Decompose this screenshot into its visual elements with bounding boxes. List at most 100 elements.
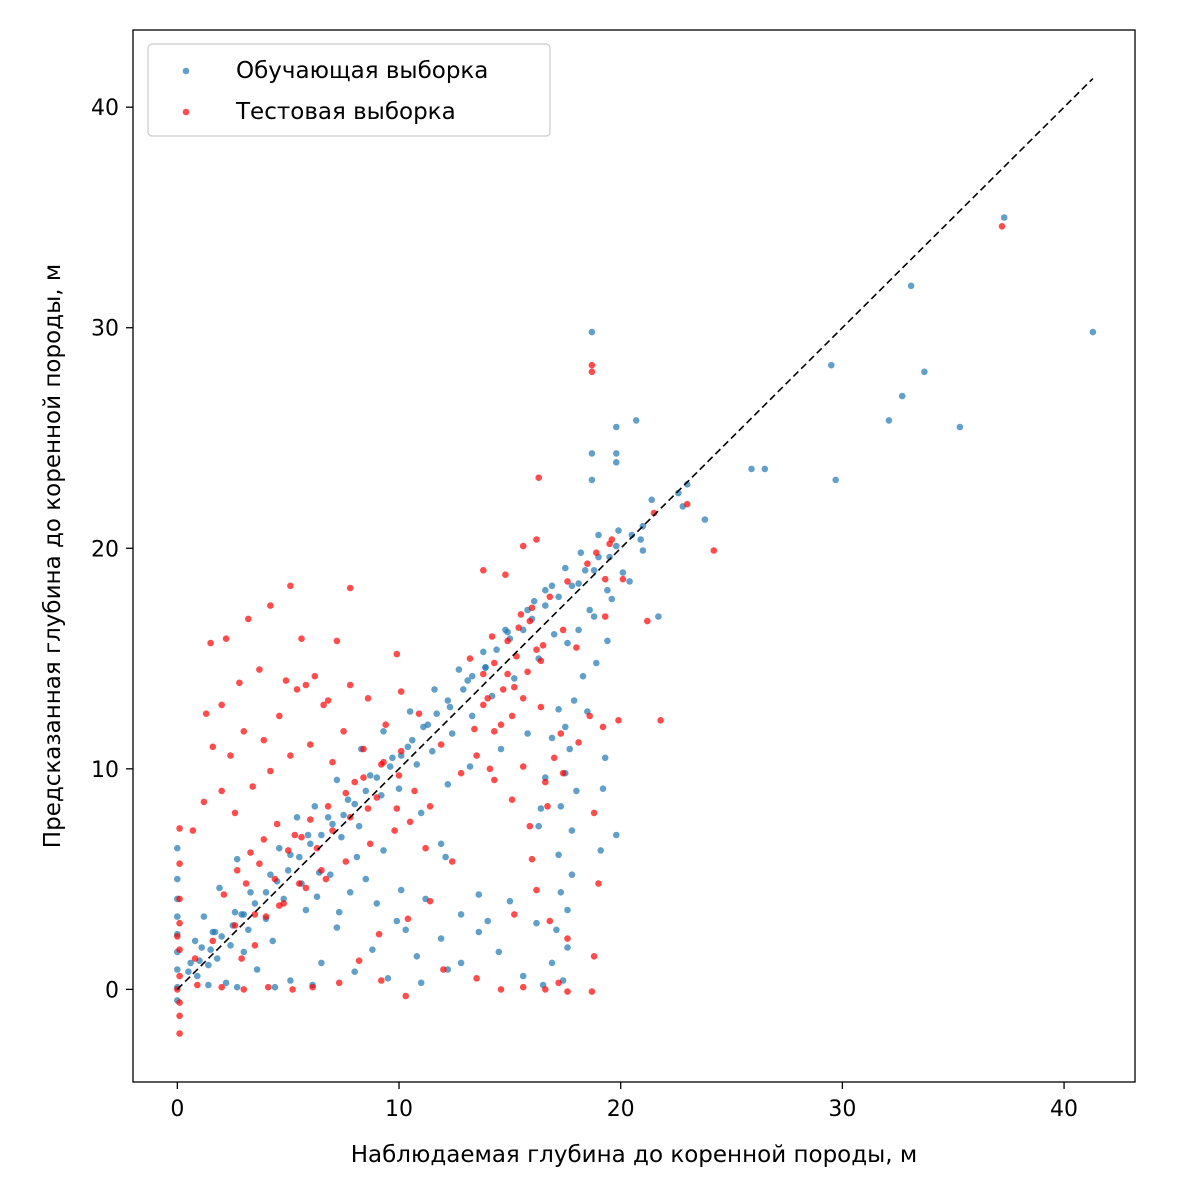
train-point [832,476,839,484]
test-point [998,223,1006,230]
test-point [249,783,256,790]
train-point [457,911,465,918]
train-point [564,906,571,914]
test-point [311,672,319,680]
test-point [320,701,327,709]
train-point [604,586,611,594]
test-point [650,509,658,517]
train-point [568,582,576,590]
train-point [373,774,381,781]
test-point [395,772,403,779]
train-point [761,465,769,473]
train-point [444,697,452,704]
train-point [218,933,225,940]
test-point [351,778,359,786]
test-point [267,767,274,775]
train-point [495,948,503,956]
train-point [231,908,239,916]
train-point [437,840,445,848]
train-point [555,593,562,601]
train-point [200,913,208,920]
train-point [187,959,194,967]
test-point [573,644,580,651]
train-point [601,754,609,762]
train-point [639,547,647,554]
test-point [411,787,418,795]
test-point [238,955,245,962]
test-point [231,922,239,929]
test-point [231,809,239,817]
train-point [482,664,489,671]
train-point [575,580,582,587]
test-point [360,774,367,781]
y-tick-label: 20 [91,537,119,562]
test-point [176,860,183,867]
test-point [440,966,447,973]
train-point [333,924,341,931]
train-point [351,800,359,808]
test-point [426,897,434,905]
train-point [455,666,463,673]
train-point [402,926,410,934]
train-point [185,968,192,975]
test-point [619,575,627,583]
test-point [287,752,294,759]
test-point [245,615,252,623]
test-point [533,536,540,543]
train-point [311,803,319,810]
train-point [284,867,292,874]
test-point [302,681,310,689]
legend-label-train: Обучающая выборка [236,58,488,84]
test-point [176,1030,183,1037]
test-point [318,867,325,874]
test-point [657,717,664,724]
train-point [211,928,219,936]
train-point [466,763,474,770]
test-point [473,975,480,982]
train-point [380,728,387,735]
train-point [570,697,578,704]
test-point [504,670,511,678]
test-point [355,957,363,964]
test-point [324,803,332,810]
test-point [322,875,330,883]
train-point [921,368,928,376]
train-point [632,417,640,424]
test-point [209,937,217,945]
test-point [342,789,350,797]
test-point [202,710,210,717]
train-point [174,844,181,852]
train-point [247,889,254,896]
train-point [417,809,425,817]
train-point [333,776,341,784]
test-point [240,728,248,735]
test-point [486,765,494,773]
train-point [475,891,483,898]
train-point [562,723,569,731]
train-point [619,569,627,576]
test-point [220,891,228,898]
legend-label-test: Тестовая выборка [235,99,456,125]
test-point [309,983,316,991]
test-point [296,880,303,887]
train-point [207,946,214,953]
x-tick-label: 0 [170,1097,184,1122]
train-point [519,972,527,980]
x-tick-label: 40 [1050,1097,1078,1122]
test-point [497,721,505,728]
reference-diagonal [176,77,1094,990]
train-point [380,847,387,854]
train-point [346,889,354,896]
test-point [588,988,596,995]
test-point [176,1012,183,1020]
test-point [557,730,565,737]
train-point [542,602,549,609]
train-point [245,926,252,934]
train-point [524,730,531,737]
test-point [524,668,531,676]
test-point [397,688,405,695]
train-point [409,736,416,744]
test-point [480,701,487,709]
train-point [588,450,596,457]
y-tick-label: 30 [91,317,119,342]
